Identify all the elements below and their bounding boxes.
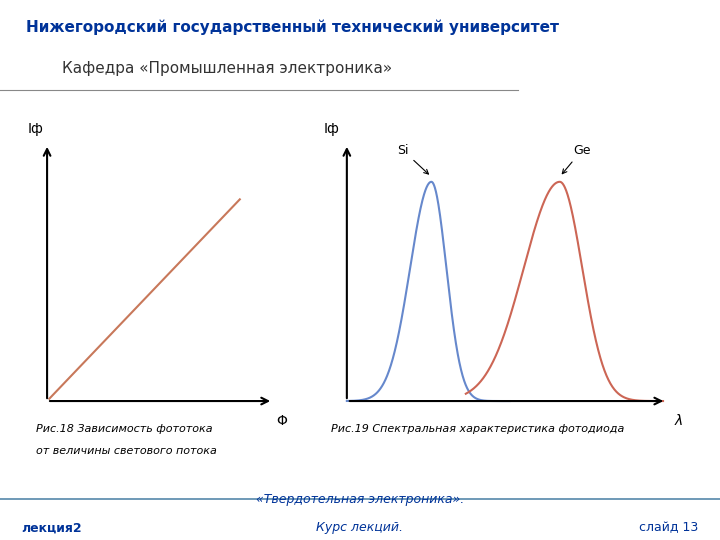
Text: лекция2: лекция2 xyxy=(22,521,82,534)
Text: Si: Si xyxy=(397,144,428,174)
Text: Iф: Iф xyxy=(28,123,44,137)
Text: Курс лекций.: Курс лекций. xyxy=(317,521,403,534)
Text: «Твердотельная электроника».: «Твердотельная электроника». xyxy=(256,493,464,506)
Text: Рис.19 Спектральная характеристика фотодиода: Рис.19 Спектральная характеристика фотод… xyxy=(331,424,624,434)
Text: от величины светового потока: от величины светового потока xyxy=(36,446,217,456)
Text: Нижегородский государственный технический университет: Нижегородский государственный технически… xyxy=(26,20,559,35)
Text: Iф: Iф xyxy=(323,123,339,137)
Text: Ge: Ge xyxy=(562,144,590,174)
Text: Рис.18 Зависимость фототока: Рис.18 Зависимость фототока xyxy=(36,424,212,434)
Text: Φ: Φ xyxy=(276,414,287,428)
Text: λ: λ xyxy=(675,414,683,428)
Text: Кафедра «Промышленная электроника»: Кафедра «Промышленная электроника» xyxy=(62,62,392,76)
Text: слайд 13: слайд 13 xyxy=(639,521,698,534)
